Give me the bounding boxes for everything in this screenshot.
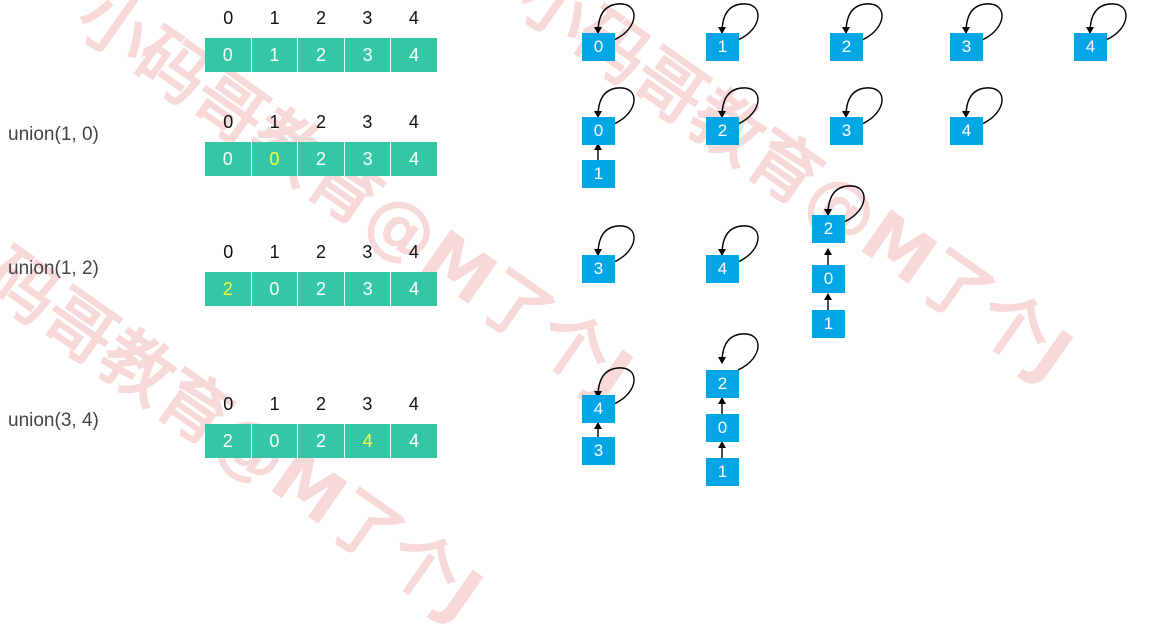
index-label: 4 <box>408 112 419 132</box>
tree-node: 0 <box>582 117 615 145</box>
array-cell: 2 <box>298 272 345 306</box>
tree-node: 3 <box>582 255 615 283</box>
parent-array: 2 0 2 3 4 <box>205 272 437 306</box>
self-loop-arrow <box>718 333 759 371</box>
parent-array: 0 1 2 3 4 <box>205 38 437 72</box>
tree-node: 0 <box>582 33 615 61</box>
tree-node: 0 <box>706 414 739 442</box>
index-label: 0 <box>223 8 234 28</box>
self-loop-arrow <box>824 185 865 223</box>
tree-node: 0 <box>812 265 845 293</box>
index-label: 1 <box>269 242 280 262</box>
array-cell: 1 <box>252 38 299 72</box>
parent-array: 0 0 2 3 4 <box>205 142 437 176</box>
index-label: 2 <box>316 394 327 414</box>
self-loop-arrow <box>718 225 759 263</box>
index-label: 2 <box>316 112 327 132</box>
tree-node: 2 <box>706 117 739 145</box>
index-label: 2 <box>316 8 327 28</box>
tree-node: 4 <box>582 395 615 423</box>
index-label: 4 <box>408 394 419 414</box>
self-loop-arrow <box>962 3 1003 41</box>
tree-node: 4 <box>706 255 739 283</box>
tree-node: 1 <box>706 458 739 486</box>
tree-node: 4 <box>950 117 983 145</box>
index-label: 1 <box>269 112 280 132</box>
array-cell: 4 <box>345 424 392 458</box>
array-cell: 0 <box>252 142 299 176</box>
index-label: 3 <box>362 394 373 414</box>
array-cell: 0 <box>252 272 299 306</box>
tree-node: 2 <box>830 33 863 61</box>
step-label: union(1, 2) <box>8 258 99 279</box>
array-cell: 0 <box>205 38 252 72</box>
tree-node: 1 <box>706 33 739 61</box>
self-loop-arrow <box>594 3 635 41</box>
array-cell: 0 <box>252 424 299 458</box>
index-label: 1 <box>269 8 280 28</box>
index-label: 3 <box>362 112 373 132</box>
array-cell: 2 <box>205 424 252 458</box>
tree-node: 3 <box>582 437 615 465</box>
tree-node: 2 <box>706 370 739 398</box>
index-label: 2 <box>316 242 327 262</box>
index-label: 4 <box>408 8 419 28</box>
self-loop-arrow <box>842 87 883 125</box>
parent-array: 2 0 2 4 4 <box>205 424 437 458</box>
tree-node: 2 <box>812 215 845 243</box>
index-label: 1 <box>269 394 280 414</box>
index-label: 4 <box>408 242 419 262</box>
array-cell: 3 <box>345 38 392 72</box>
self-loop-arrow <box>718 3 759 41</box>
array-cell: 4 <box>409 430 420 451</box>
tree-node: 4 <box>1074 33 1107 61</box>
index-row: 0 1 2 3 4 <box>205 112 437 134</box>
index-label: 0 <box>223 112 234 132</box>
array-cell: 4 <box>409 44 420 65</box>
array-cell: 0 <box>205 142 252 176</box>
array-cell: 3 <box>345 142 392 176</box>
arrows-layer <box>594 3 1127 458</box>
self-loop-arrow <box>594 225 635 263</box>
array-cell: 2 <box>298 424 345 458</box>
array-cell: 2 <box>205 272 252 306</box>
array-cell: 4 <box>409 148 420 169</box>
tree-node: 3 <box>830 117 863 145</box>
self-loop-arrow <box>594 367 635 405</box>
array-cell: 2 <box>298 38 345 72</box>
step-label: union(3, 4) <box>8 410 99 431</box>
self-loop-arrow <box>1086 3 1127 41</box>
array-cell: 4 <box>409 278 420 299</box>
index-row: 0 1 2 3 4 <box>205 242 437 264</box>
index-label: 3 <box>362 8 373 28</box>
self-loop-arrow <box>842 3 883 41</box>
self-loop-arrow <box>594 87 635 125</box>
tree-node: 3 <box>950 33 983 61</box>
index-row: 0 1 2 3 4 <box>205 8 437 30</box>
index-label: 0 <box>223 242 234 262</box>
tree-node: 1 <box>812 310 845 338</box>
tree-node: 1 <box>582 160 615 188</box>
index-row: 0 1 2 3 4 <box>205 394 437 416</box>
step-label: union(1, 0) <box>8 124 99 145</box>
array-cell: 2 <box>298 142 345 176</box>
self-loop-arrow <box>718 87 759 125</box>
index-label: 3 <box>362 242 373 262</box>
array-cell: 3 <box>345 272 392 306</box>
index-label: 0 <box>223 394 234 414</box>
self-loop-arrow <box>962 87 1003 125</box>
